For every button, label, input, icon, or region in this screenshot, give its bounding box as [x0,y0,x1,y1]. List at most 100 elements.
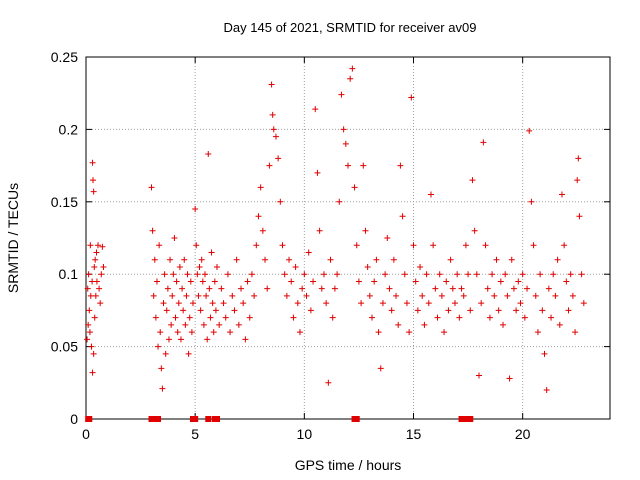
data-point [163,307,170,314]
data-point [305,249,312,256]
data-point [88,343,95,350]
data-point [345,162,351,169]
data-point [240,300,247,307]
data-point [210,329,217,336]
data-point [458,285,465,292]
data-point [176,263,183,270]
data-point [384,235,391,241]
data-point [87,242,94,249]
data-point [253,242,260,249]
data-point [195,292,202,299]
data-point [216,321,223,328]
data-point [198,256,205,263]
data-point [502,271,509,278]
data-point [465,271,472,278]
data-point [296,329,303,336]
data-point [342,140,349,147]
data-point [506,375,513,382]
data-point [316,227,323,234]
zero-data-point [192,416,199,422]
data-point [180,307,187,314]
data-point [181,256,188,263]
data-point [196,263,203,270]
data-point [292,263,299,270]
data-point [257,184,264,191]
data-point [537,271,544,278]
data-point [508,256,515,263]
data-point [275,155,282,162]
data-point [244,278,251,285]
data-point [179,285,186,292]
data-point [355,278,362,285]
data-point [548,314,555,321]
data-point [208,249,215,256]
data-point [159,385,166,392]
data-point [421,321,428,328]
data-point [153,278,160,285]
data-point [427,191,434,198]
data-point [382,271,389,278]
data-point [288,278,295,285]
data-point [90,350,97,357]
data-point [482,242,489,249]
data-point [412,278,419,285]
data-point [168,321,175,328]
y-tick-label: 0.05 [51,339,78,355]
data-point [84,285,91,292]
data-point [96,285,103,292]
data-point [303,292,310,299]
data-point [430,242,437,249]
data-point [563,278,570,285]
data-point [517,300,524,307]
data-point [476,372,482,379]
data-point [443,278,450,285]
data-point [222,314,229,321]
data-point [519,271,526,278]
data-point [497,278,504,285]
data-point [469,177,476,184]
data-point [364,263,371,270]
data-point [91,263,98,270]
data-point [95,242,102,249]
data-point [193,242,200,249]
data-point [299,285,306,292]
data-point [558,191,565,198]
data-point [395,321,402,328]
data-point [92,256,99,263]
data-point [447,256,454,263]
data-point [100,263,107,270]
y-tick-label: 0.1 [59,266,79,282]
data-point [358,300,365,307]
data-point [310,278,317,285]
data-point [336,198,343,205]
data-point [204,336,211,343]
data-point [98,271,105,278]
data-point [373,256,380,263]
data-point [220,300,227,307]
data-point [314,169,321,176]
y-tick-label: 0.25 [51,49,78,65]
data-point [366,292,373,299]
data-point [327,256,334,263]
data-point [393,292,400,299]
data-point [408,94,415,101]
data-point [473,271,480,278]
data-point [504,292,511,299]
zero-data-point [148,416,155,422]
data-point [471,227,478,234]
data-point [432,285,439,292]
data-point [185,350,192,357]
data-point [390,256,397,263]
data-point [406,329,413,336]
data-point [172,314,179,321]
data-point [349,65,356,72]
data-point [386,285,393,292]
data-point [84,336,91,343]
data-point [484,285,491,292]
data-point [434,314,441,321]
data-point [233,256,240,263]
data-point [414,307,421,314]
data-point [294,300,301,307]
chart-title: Day 145 of 2021, SRMTID for receiver av0… [224,20,477,35]
data-point [148,184,155,191]
